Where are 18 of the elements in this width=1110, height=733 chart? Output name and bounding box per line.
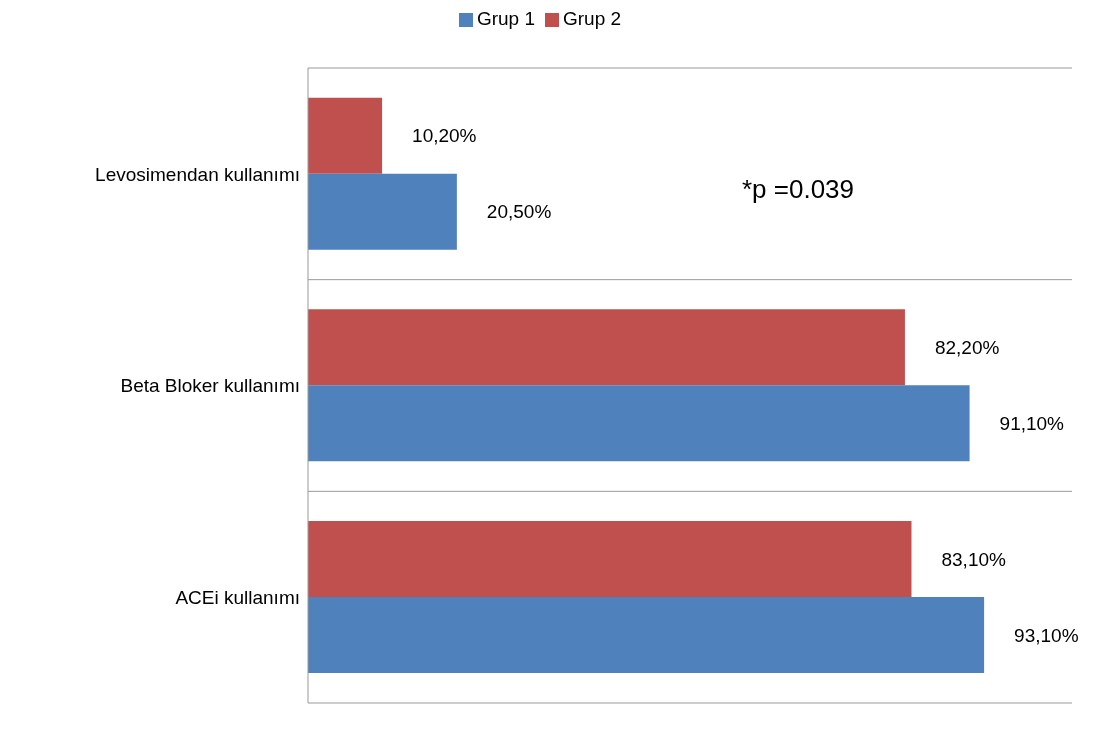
bar — [308, 309, 905, 386]
y-tick-label: Levosimendan kullanımı — [95, 163, 300, 185]
data-label: 20,50% — [486, 201, 552, 223]
legend-label: Grup 1 — [476, 8, 535, 29]
data-label: 93,10% — [1014, 624, 1079, 646]
bar — [308, 385, 970, 462]
data-label: 83,10% — [941, 548, 1007, 570]
data-label: 91,10% — [999, 413, 1065, 435]
data-label: 82,20% — [934, 337, 1000, 359]
bar — [308, 520, 912, 597]
y-tick-label: ACEi kullanımı — [175, 586, 300, 608]
annotation: *p =0.039 — [741, 174, 855, 204]
legend-label: Grup 2 — [563, 8, 622, 29]
bar — [308, 173, 457, 250]
bar — [308, 97, 383, 174]
bar — [308, 596, 985, 673]
data-label: 10,20% — [412, 125, 477, 147]
y-tick-label: Beta Bloker kullanımı — [120, 375, 300, 397]
